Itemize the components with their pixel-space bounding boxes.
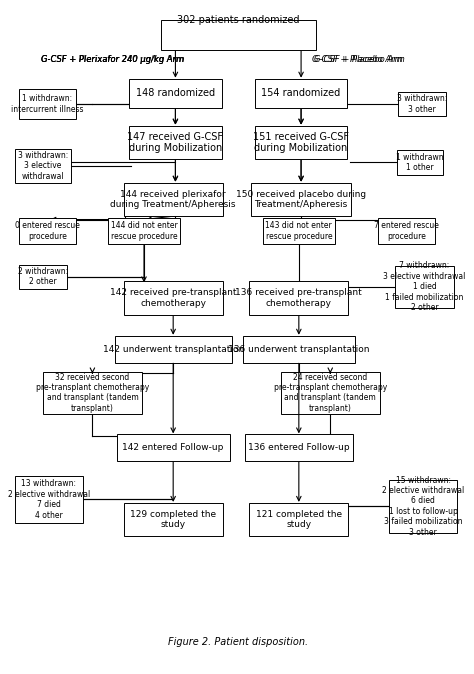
Text: 2 withdrawn:
2 other: 2 withdrawn: 2 other [18,267,68,286]
FancyBboxPatch shape [255,125,347,159]
FancyBboxPatch shape [252,183,351,216]
Text: G-CSF + Plerixafor 240 μg/kg Arm: G-CSF + Plerixafor 240 μg/kg Arm [41,55,184,64]
Text: 151 received G-CSF
during Mobilization: 151 received G-CSF during Mobilization [253,131,349,153]
Text: 3 withdrawn:
3 other: 3 withdrawn: 3 other [397,94,447,114]
FancyBboxPatch shape [19,264,67,288]
Text: 32 received second
pre-transplant chemotherapy
and transplant (tandem
transplant: 32 received second pre-transplant chemot… [36,373,149,412]
FancyBboxPatch shape [243,336,355,363]
Text: Figure 2. Patient disposition.: Figure 2. Patient disposition. [168,638,308,648]
Text: 7 withdrawn:
3 elective withdrawal
1 died
1 failed mobilization
2 other: 7 withdrawn: 3 elective withdrawal 1 die… [383,262,465,312]
FancyBboxPatch shape [129,125,222,159]
FancyBboxPatch shape [43,371,142,414]
FancyBboxPatch shape [124,503,223,537]
Text: 144 received plerixafor
during Treatment/Apheresis: 144 received plerixafor during Treatment… [110,189,236,209]
FancyBboxPatch shape [389,480,457,532]
FancyBboxPatch shape [161,20,316,50]
FancyBboxPatch shape [255,79,347,108]
FancyBboxPatch shape [378,218,435,245]
Text: 1 withdrawn
1 other: 1 withdrawn 1 other [396,153,444,172]
Text: 302 patients randomized: 302 patients randomized [177,16,300,25]
FancyBboxPatch shape [19,218,76,245]
FancyBboxPatch shape [399,92,446,116]
FancyBboxPatch shape [249,281,348,315]
Text: 1 withdrawn:
intercurrent illness: 1 withdrawn: intercurrent illness [11,94,84,114]
FancyBboxPatch shape [115,336,232,363]
Text: 136 received pre-transplant
chemotherapy: 136 received pre-transplant chemotherapy [236,288,362,308]
Text: 142 entered Follow-up: 142 entered Follow-up [122,443,224,452]
Text: G-CSF + Plerixafor 240 μg/kg Arm: G-CSF + Plerixafor 240 μg/kg Arm [41,55,184,64]
FancyBboxPatch shape [245,434,353,461]
Text: G-CSF + Placebo Arm: G-CSF + Placebo Arm [312,55,402,64]
FancyBboxPatch shape [263,218,335,245]
FancyBboxPatch shape [129,79,222,108]
FancyBboxPatch shape [281,371,380,414]
Text: 0 entered rescue
procedure: 0 entered rescue procedure [15,221,80,241]
FancyBboxPatch shape [15,476,83,523]
Text: 148 randomized: 148 randomized [136,88,215,98]
FancyBboxPatch shape [117,434,229,461]
Text: 129 completed the
study: 129 completed the study [130,510,216,529]
Text: 7 entered rescue
procedure: 7 entered rescue procedure [374,221,439,241]
Text: 147 received G-CSF
during Mobilization: 147 received G-CSF during Mobilization [128,131,223,153]
Text: 136 underwent transplantation: 136 underwent transplantation [228,344,370,354]
Text: G-CSF + Placebo Arm: G-CSF + Placebo Arm [314,55,405,64]
FancyBboxPatch shape [124,281,223,315]
FancyBboxPatch shape [397,150,443,175]
Text: 121 completed the
study: 121 completed the study [256,510,342,529]
FancyBboxPatch shape [15,149,71,183]
Text: 142 received pre-transplant
chemotherapy: 142 received pre-transplant chemotherapy [110,288,237,308]
FancyBboxPatch shape [108,218,180,245]
Text: 150 received placebo during
Treatment/Apheresis: 150 received placebo during Treatment/Ap… [236,189,366,209]
Text: 13 withdrawn:
2 elective withdrawal
7 died
4 other: 13 withdrawn: 2 elective withdrawal 7 di… [8,479,90,520]
FancyBboxPatch shape [19,90,76,119]
Text: 142 underwent transplantation: 142 underwent transplantation [102,344,244,354]
FancyBboxPatch shape [395,266,454,308]
Text: 15 withdrawn:
2 elective withdrawal
6 died
1 lost to follow-up
3 failed mobiliza: 15 withdrawn: 2 elective withdrawal 6 di… [382,476,464,537]
Text: 136 entered Follow-up: 136 entered Follow-up [248,443,350,452]
Text: 3 withdrawn:
3 elective
withdrawal: 3 withdrawn: 3 elective withdrawal [18,151,68,181]
Text: G-CSF + Plerixafor 240 μg/kg Arm: G-CSF + Plerixafor 240 μg/kg Arm [41,55,184,64]
FancyBboxPatch shape [124,183,223,216]
Text: 143 did not enter
rescue procedure: 143 did not enter rescue procedure [265,221,332,241]
FancyBboxPatch shape [249,503,348,537]
Text: 144 did not enter
rescue procedure: 144 did not enter rescue procedure [110,221,177,241]
Text: 24 received second
pre-transplant chemotherapy
and transplant (tandem
transplant: 24 received second pre-transplant chemot… [273,373,387,412]
Text: 154 randomized: 154 randomized [262,88,341,98]
